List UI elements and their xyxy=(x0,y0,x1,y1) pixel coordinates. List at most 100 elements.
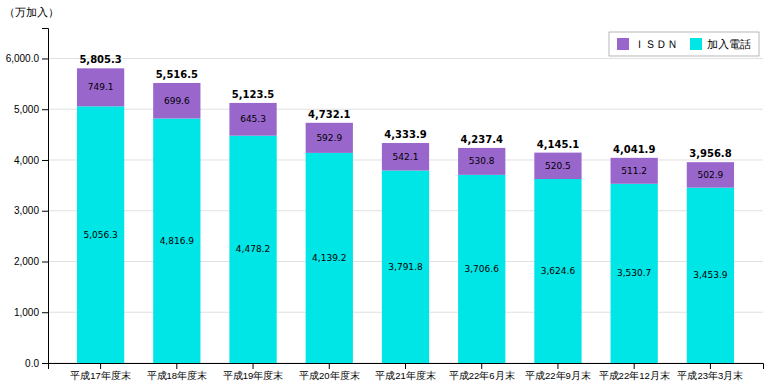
y-tick-label: 1,000 xyxy=(14,307,39,318)
x-tick-mark xyxy=(253,363,254,369)
total-label: 5,805.3 xyxy=(79,54,121,65)
legend-box xyxy=(609,32,759,56)
y-axis-title: （万加入） xyxy=(4,6,59,19)
x-tick: 平成22年9月末 xyxy=(525,363,591,381)
data-label: 749.1 xyxy=(88,82,114,92)
data-labels: 5,056.3 4,816.9 4,478.2 4,139.2 3,791.8 3,706… xyxy=(79,54,731,280)
bar xyxy=(306,123,353,153)
x-tick-mark xyxy=(634,363,635,369)
x-tick-mark xyxy=(176,363,177,369)
x-tick: 平成18年度末 xyxy=(147,363,208,381)
y-axis-line xyxy=(42,29,49,364)
x-tick-mark xyxy=(405,363,406,369)
y-tick-label: 6,000.0 xyxy=(6,53,40,64)
x-tick-label: 平成22年12月末 xyxy=(599,370,670,381)
bar xyxy=(229,136,276,363)
total-label: 4,237.4 xyxy=(461,134,503,145)
y-tick: 4,000 xyxy=(14,155,48,166)
y-tick-label: 0.0 xyxy=(25,358,39,369)
y-tick: 2,000 xyxy=(14,256,48,267)
bar xyxy=(77,68,124,106)
total-label: 5,516.5 xyxy=(156,69,198,80)
x-tick: 平成19年度末 xyxy=(223,363,284,381)
y-axis: 0.0 1,000 2,000 3,000 4,000 5,000 6,000.0 xyxy=(6,29,49,369)
x-tick-label: 平成21年度末 xyxy=(375,370,436,381)
grid xyxy=(48,58,763,363)
x-tick: 平成21年度末 xyxy=(375,363,436,381)
x-tick-mark xyxy=(710,363,711,369)
x-tick: 平成20年度末 xyxy=(299,363,360,381)
total-label: 4,145.1 xyxy=(537,139,579,150)
x-tick-label: 平成19年度末 xyxy=(223,370,284,381)
data-label: 530.8 xyxy=(469,156,495,166)
y-tick-label: 5,000 xyxy=(14,104,39,115)
bar xyxy=(534,179,581,363)
data-label: 4,478.2 xyxy=(236,244,270,254)
x-tick-label: 平成22年9月末 xyxy=(525,370,591,381)
y-tick: 6,000.0 xyxy=(6,53,48,64)
data-label: 520.5 xyxy=(545,161,571,171)
total-label: 4,333.9 xyxy=(384,129,426,140)
y-tick-mark xyxy=(42,58,48,59)
bar xyxy=(687,162,734,188)
legend: ＩＳＤＮ 加入電話 xyxy=(609,32,759,56)
y-tick: 5,000 xyxy=(14,104,48,115)
bar xyxy=(382,171,429,363)
x-tick: 平成22年12月末 xyxy=(599,363,670,381)
legend-swatch xyxy=(617,38,629,50)
x-tick-mark xyxy=(329,363,330,369)
bar-series xyxy=(77,68,734,187)
data-label: 4,816.9 xyxy=(160,236,195,246)
bar xyxy=(153,119,200,363)
total-label: 5,123.5 xyxy=(232,89,274,100)
data-label: 3,530.7 xyxy=(617,268,651,278)
y-tick-mark xyxy=(42,211,48,212)
y-tick-mark xyxy=(42,261,48,262)
bar xyxy=(687,188,734,363)
y-tick: 1,000 xyxy=(14,307,48,318)
data-label: 3,706.6 xyxy=(465,264,500,274)
x-tick-mark xyxy=(557,363,558,369)
legend-label: ＩＳＤＮ xyxy=(634,38,678,51)
bar xyxy=(229,103,276,136)
data-label: 3,624.6 xyxy=(541,266,576,276)
grid-line xyxy=(48,58,763,59)
data-label: 5,056.3 xyxy=(83,230,117,240)
x-tick: 平成23年3月末 xyxy=(677,363,743,381)
x-axis-line xyxy=(49,364,764,370)
bar xyxy=(382,143,429,171)
total-label: 4,732.1 xyxy=(308,109,350,120)
y-tick-label: 4,000 xyxy=(14,155,39,166)
y-tick-label: 2,000 xyxy=(14,256,39,267)
chart: 平成17年度末 平成18年度末 平成19年度末 平成20年度末 平成21年度末 平成22年… xyxy=(0,0,773,389)
data-label: 542.1 xyxy=(393,152,419,162)
bar xyxy=(458,175,505,363)
y-tick: 0.0 xyxy=(25,358,48,369)
bar xyxy=(611,158,658,184)
bar xyxy=(458,148,505,175)
data-label: 592.9 xyxy=(316,133,342,143)
total-label: 4,041.9 xyxy=(613,144,655,155)
data-label: 3,453.9 xyxy=(693,270,728,280)
bar xyxy=(611,184,658,363)
y-tick-mark xyxy=(42,312,48,313)
x-tick-label: 平成18年度末 xyxy=(147,370,208,381)
x-axis: 平成17年度末 平成18年度末 平成19年度末 平成20年度末 平成21年度末 平成22年… xyxy=(49,363,764,381)
legend-label: 加入電話 xyxy=(707,38,751,51)
plot-area: 平成17年度末 平成18年度末 平成19年度末 平成20年度末 平成21年度末 平成22年… xyxy=(4,6,764,381)
bars xyxy=(77,68,734,363)
data-label: 4,139.2 xyxy=(312,253,346,263)
y-tick-mark xyxy=(42,363,48,364)
data-label: 511.2 xyxy=(621,166,647,176)
x-tick: 平成17年度末 xyxy=(70,363,131,381)
x-tick-label: 平成23年3月末 xyxy=(677,370,743,381)
x-tick-mark xyxy=(481,363,482,369)
y-tick: 3,000 xyxy=(14,205,48,216)
data-label: 645.3 xyxy=(240,114,266,124)
data-label: 699.6 xyxy=(164,96,190,106)
data-label: 3,791.8 xyxy=(388,262,423,272)
bar xyxy=(77,106,124,363)
total-label: 3,956.8 xyxy=(689,148,731,159)
x-tick: 平成22年6月末 xyxy=(449,363,515,381)
data-label: 502.9 xyxy=(698,170,724,180)
